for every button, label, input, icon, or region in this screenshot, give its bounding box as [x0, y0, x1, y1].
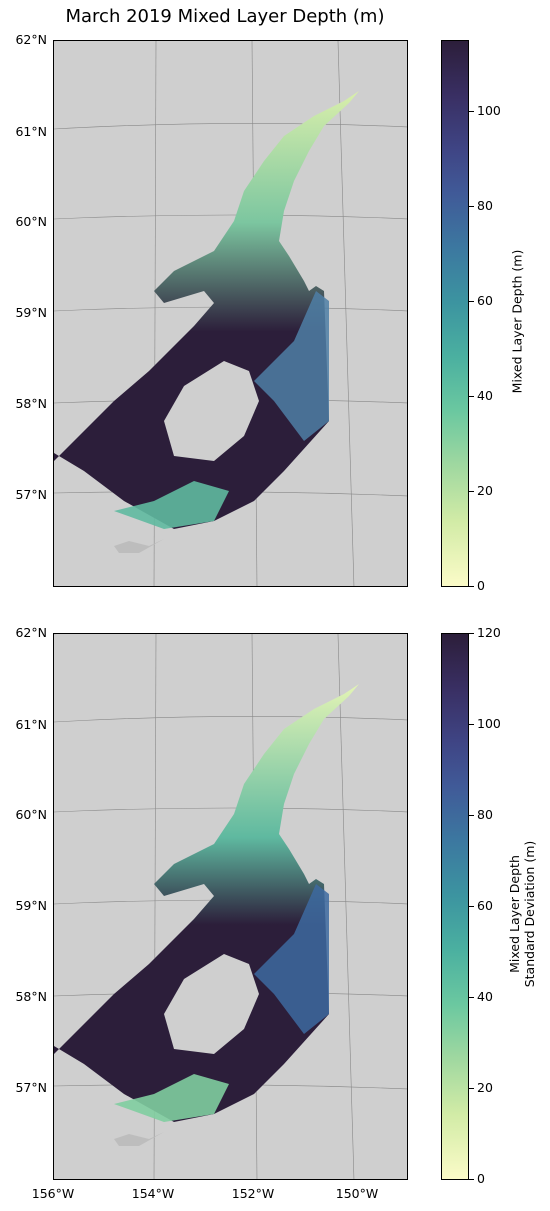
kodiak-island	[164, 361, 259, 461]
lon-label: 154°W	[131, 1186, 175, 1201]
mld-map	[54, 41, 407, 586]
colorbar-label: Mixed Layer Depth Standard Deviation (m)	[507, 824, 537, 1004]
mld-std-map	[54, 634, 407, 1179]
lat-label: 58°N	[15, 989, 47, 1004]
lat-label: 57°N	[15, 1080, 47, 1095]
cook-inlet-water	[54, 91, 359, 529]
lat-label: 60°N	[15, 807, 47, 822]
lon-label: 156°W	[31, 1186, 75, 1201]
colorbar-label: Mixed Layer Depth (m)	[509, 249, 525, 394]
lat-label: 62°N	[15, 625, 47, 640]
lat-label: 59°N	[15, 898, 47, 913]
lat-label: 62°N	[15, 32, 47, 47]
colorbar-tick: 80	[477, 807, 493, 822]
lat-label: 58°N	[15, 396, 47, 411]
colorbar-tick: 20	[477, 1080, 493, 1095]
lat-label: 59°N	[15, 305, 47, 320]
colorbar	[441, 633, 469, 1180]
colorbar-label-line2: Standard Deviation (m)	[522, 840, 537, 988]
lat-label: 57°N	[15, 487, 47, 502]
lon-label: 152°W	[231, 1186, 275, 1201]
colorbar-tick: 60	[477, 293, 493, 308]
colorbar-tick: 40	[477, 989, 493, 1004]
colorbar-tick: 0	[477, 1171, 485, 1186]
figure-title: March 2019 Mixed Layer Depth (m)	[65, 6, 385, 27]
mld-map-panel	[53, 40, 408, 587]
lat-label: 60°N	[15, 214, 47, 229]
colorbar-tick: 120	[477, 625, 501, 640]
lat-label: 61°N	[15, 124, 47, 139]
colorbar-tick: 100	[477, 716, 501, 731]
colorbar-tick: 40	[477, 388, 493, 403]
colorbar-tick: 20	[477, 483, 493, 498]
lat-label: 61°N	[15, 717, 47, 732]
colorbar-tick: 60	[477, 898, 493, 913]
colorbar-label-line1: Mixed Layer Depth	[507, 855, 522, 973]
mld-std-map-panel	[53, 633, 408, 1180]
kodiak-island	[164, 954, 259, 1054]
lon-label: 150°W	[335, 1186, 379, 1201]
colorbar-tick: 0	[477, 578, 485, 593]
cook-inlet-water	[54, 684, 359, 1122]
colorbar	[441, 40, 469, 587]
colorbar-tick: 100	[477, 103, 501, 118]
colorbar-tick: 80	[477, 198, 493, 213]
